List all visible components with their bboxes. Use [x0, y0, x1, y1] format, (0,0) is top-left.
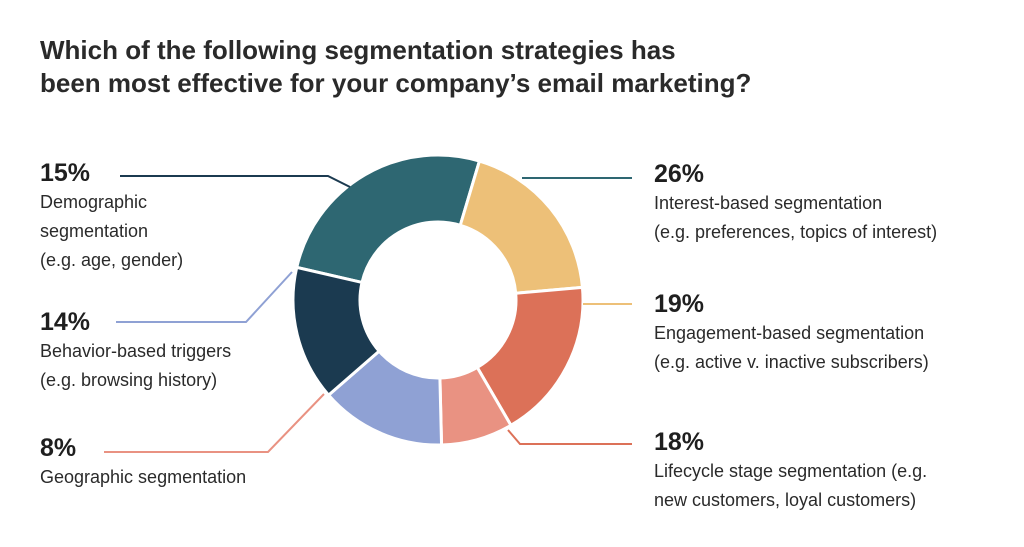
leader-line-lifecycle-stage-segmentation	[507, 429, 632, 445]
leader-line-behavior-based-triggers	[116, 271, 293, 323]
desc-engagement-based-line-1: Engagement-based segmentation	[654, 323, 925, 343]
slice-interest-based-segmentation	[294, 153, 482, 285]
label-geographic: 8% Geographic segmentation	[40, 433, 246, 492]
desc-interest-based-line-1: Interest-based segmentation	[654, 193, 883, 213]
leader-line-demographic-segmentation	[120, 175, 351, 188]
pct-behavior-based: 14%	[40, 308, 91, 336]
desc-engagement-based: Engagement-based segmentation (e.g. acti…	[654, 319, 929, 377]
pct-lifecycle-stage: 18%	[654, 428, 705, 456]
desc-demographic: Demographic segmentation (e.g. age, gend…	[40, 188, 183, 275]
desc-behavior-based-line-2: (e.g. browsing history)	[40, 370, 218, 390]
chart-title-line-2: been most effective for your company’s e…	[40, 68, 752, 98]
leader-line-geographic-segmentation	[104, 393, 325, 453]
pct-demographic: 15%	[40, 159, 91, 187]
desc-interest-based-line-2: (e.g. preferences, topics of interest)	[654, 222, 938, 242]
label-demographic: 15% Demographic segmentation (e.g. age, …	[40, 158, 183, 275]
label-behavior-based: 14% Behavior-based triggers (e.g. browsi…	[40, 307, 231, 395]
label-engagement-based: 19% Engagement-based segmentation (e.g. …	[654, 289, 929, 377]
desc-interest-based: Interest-based segmentation (e.g. prefer…	[654, 189, 937, 247]
pct-interest-based: 26%	[654, 160, 705, 188]
desc-demographic-line-1: Demographic	[40, 192, 148, 212]
label-interest-based: 26% Interest-based segmentation (e.g. pr…	[654, 159, 937, 247]
pct-geographic: 8%	[40, 434, 77, 462]
desc-behavior-based: Behavior-based triggers (e.g. browsing h…	[40, 337, 231, 395]
desc-demographic-line-2: segmentation	[40, 221, 149, 241]
slice-lifecycle-stage-segmentation	[475, 285, 585, 428]
donut-slices	[291, 153, 585, 447]
slice-engagement-based-segmentation	[458, 159, 585, 295]
chart-title-line-1: Which of the following segmentation stra…	[40, 35, 676, 65]
desc-geographic: Geographic segmentation	[40, 463, 246, 492]
desc-demographic-line-3: (e.g. age, gender)	[40, 250, 184, 270]
desc-lifecycle-stage: Lifecycle stage segmentation (e.g. new c…	[654, 457, 927, 515]
leader-lines	[104, 175, 632, 453]
desc-behavior-based-line-1: Behavior-based triggers	[40, 341, 232, 361]
desc-engagement-based-line-2: (e.g. active v. inactive subscribers)	[654, 352, 929, 372]
slice-demographic-segmentation	[291, 265, 382, 398]
pct-engagement-based: 19%	[654, 290, 705, 318]
label-lifecycle-stage: 18% Lifecycle stage segmentation (e.g. n…	[654, 427, 927, 515]
chart-title: Which of the following segmentation stra…	[40, 34, 940, 100]
desc-lifecycle-stage-line-1: Lifecycle stage segmentation (e.g.	[654, 461, 928, 481]
desc-geographic-line-1: Geographic segmentation	[40, 467, 247, 487]
desc-lifecycle-stage-line-2: new customers, loyal customers)	[654, 490, 917, 510]
